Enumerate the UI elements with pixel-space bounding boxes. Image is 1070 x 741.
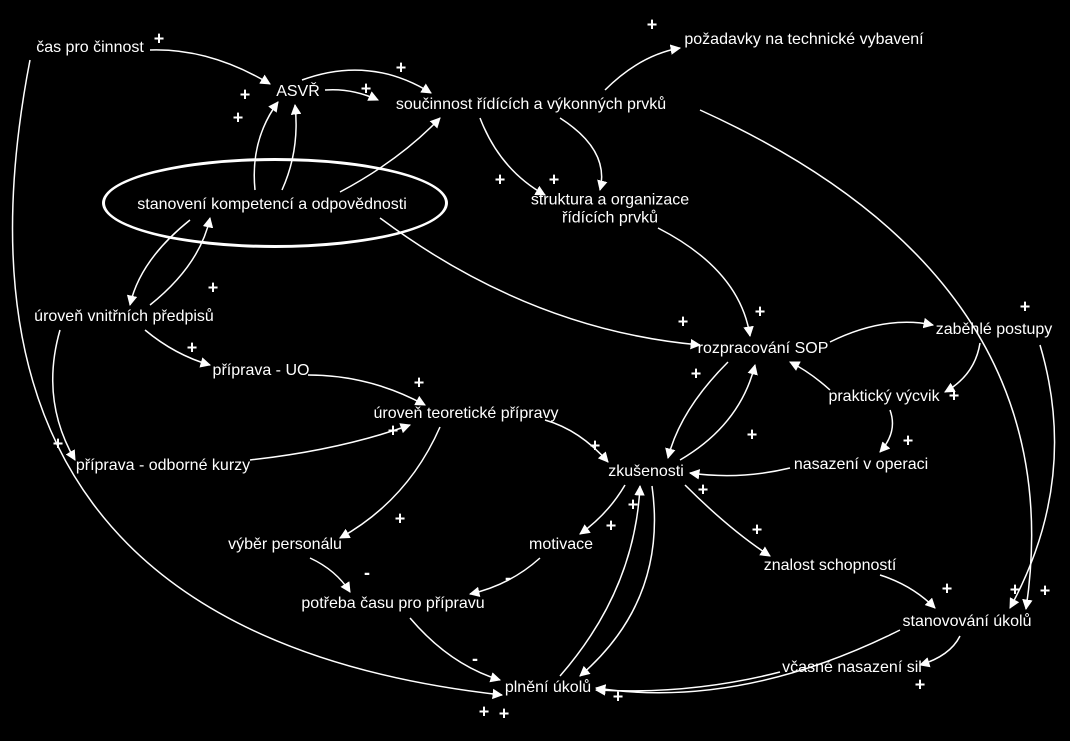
edge-uroven_tp-vyber [340,427,440,538]
edge-souc-struk [480,118,545,195]
edge-priprava_ok-uroven_tp [250,425,410,460]
edge-sign-souc-struk: + [549,170,560,191]
edge-potreba-plneni [410,618,500,680]
edge-sign-znalost-ukoly: + [942,579,953,600]
node-pozad: požadavky na technické vybavení [684,31,923,49]
edge-souc-struk [560,118,602,190]
edge-sign-stanov-asvr: + [233,108,244,129]
edge-sign-ukoly-vcasne: + [915,675,926,696]
edge-sign-cas-asvr: + [154,29,165,50]
edge-sign-zkus-znalost: + [752,520,763,541]
edge-znalost-ukoly [880,575,935,608]
edge-souc-ukoly [700,110,1032,609]
node-prakticky: praktický výcvik [828,388,939,406]
node-souc: součinnost řídících a výkonných prvků [396,96,666,114]
edge-sign-plneni-zkus: + [628,495,639,516]
edge-sign-zkus-sop: + [747,425,758,446]
edge-nasazeni-zkus [690,468,790,476]
edge-sign-uroven_tp-zkus: + [590,436,601,457]
edge-sign-ukoly-plneni: + [613,687,624,708]
edge-sign-zkus-plneni: + [499,704,510,725]
edge-sign-souc-struk: + [495,170,506,191]
edge-sign-sop-zabehle: + [1020,297,1031,318]
edge-zkus-plneni [580,486,654,676]
edge-sign-uroven_vp-priprava_ok: + [53,434,64,455]
edge-sign-zabehle-prakticky: + [949,386,960,407]
node-priprava_uo: příprava - UO [213,362,310,380]
edge-sign-priprava_uo-uroven_tp: + [414,373,425,394]
edge-sign-vyber-potreba: - [364,563,370,584]
node-zabehle: zaběhlé postupy [936,321,1053,339]
edge-sign-souc-ukoly: + [1040,581,1051,602]
edge-sign-uroven_tp-vyber: + [395,509,406,530]
edge-sign-zkus-motivace: + [606,516,617,537]
edge-sign-prakticky-nasazeni: + [903,431,914,452]
edge-prakticky-sop [790,362,830,390]
edge-sign-potreba-plneni: - [472,649,478,670]
edge-sign-uroven_vp-stanov: + [208,278,219,299]
node-uroven_tp: úroveň teoretické přípravy [374,405,559,423]
edge-sign-zabehle-ukoly: + [1010,580,1021,601]
causal-loop-diagram: { "type": "network", "canvas": { "width"… [0,0,1070,741]
node-potreba: potřeba času pro přípravu [301,595,484,613]
node-priprava_ok: příprava - odborné kurzy [76,457,250,475]
edge-vcasne-plneni [596,672,780,691]
edge-zabehle-ukoly [1010,345,1055,608]
node-znalost: znalost schopností [764,557,897,575]
edge-sign-nasazeni-zkus: + [698,480,709,501]
edge-zkus-motivace [580,485,625,534]
edge-stanov-sop [380,218,700,345]
edge-sign-motivace-potreba: - [505,568,511,589]
node-stanov: stanovení kompetencí a odpovědnosti [137,196,407,214]
edge-sop-zabehle [830,322,933,342]
node-motivace: motivace [529,536,593,554]
edge-sign-stanov-asvr: + [240,85,251,106]
edge-uroven_vp-priprava_uo [145,330,210,365]
node-asvr: ASVŘ [276,83,320,101]
node-zkus: zkušenosti [608,463,684,481]
edge-vyber-potreba [310,558,350,592]
edge-ukoly-vcasne [920,636,960,665]
edge-sign-asvr-souc: + [396,58,407,79]
edge-sign-stanov-sop: + [678,312,689,333]
edge-souc-pozad [605,48,680,90]
node-vcasne: včasné nasazení sil [782,659,922,677]
edge-sign-priprava_ok-uroven_tp: + [388,421,399,442]
node-cas: čas pro činnost [36,39,144,57]
node-ukoly: stanovování úkolů [903,613,1032,631]
edge-cas-asvr [150,50,270,84]
edge-sign-cas-plneni: + [479,702,490,723]
node-plneni: plnění úkolů [505,679,591,697]
edge-prakticky-nasazeni [880,410,892,452]
node-uroven_vp: úroveň vnitřních předpisů [34,308,214,326]
edge-sign-struk-sop: + [755,302,766,323]
node-vyber: výběr personálu [228,536,342,554]
edge-priprava_uo-uroven_tp [308,375,425,405]
edge-sign-asvr-souc: + [361,79,372,100]
node-sop: rozpracování SOP [698,340,829,358]
edge-sign-souc-pozad: + [647,15,658,36]
edge-struk-sop [658,228,750,336]
edge-sign-uroven_vp-priprava_uo: + [187,338,198,359]
node-nasazeni: nasazení v operaci [794,456,928,474]
edge-sign-sop-zkus: + [691,364,702,385]
node-struk: struktura a organizace řídících prvků [531,192,689,229]
